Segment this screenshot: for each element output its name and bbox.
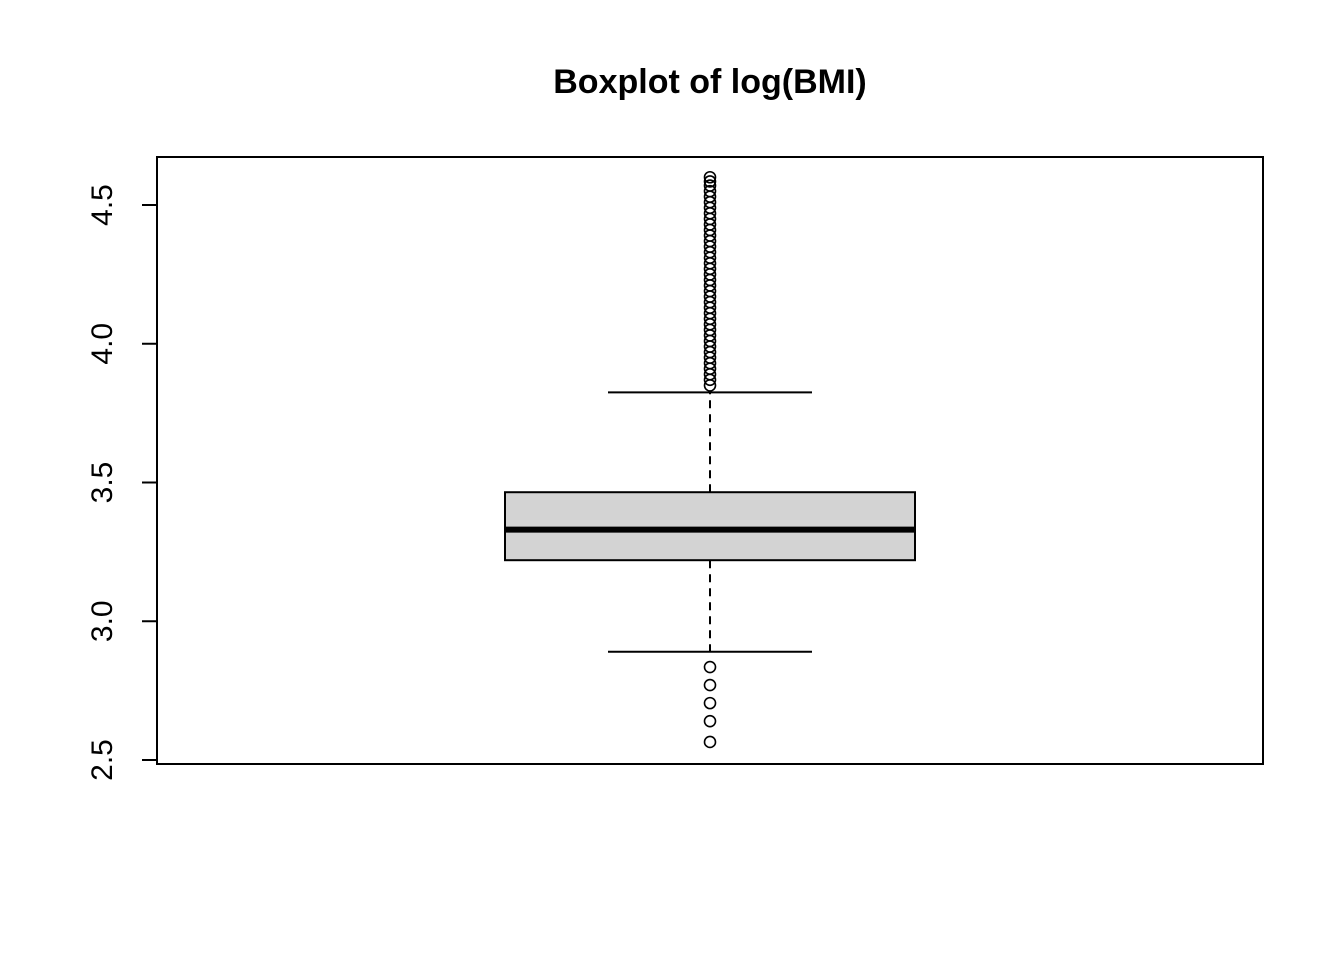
chart-title: Boxplot of log(BMI) (553, 63, 866, 101)
y-tick-label: 4.5 (86, 184, 119, 226)
outlier-point (703, 184, 717, 198)
outlier-point (703, 179, 717, 192)
y-tick-label: 4.0 (86, 323, 119, 365)
iqr-box (504, 491, 916, 562)
outlier-point (703, 678, 717, 692)
outlier-point (703, 170, 717, 184)
outlier-points (703, 170, 717, 749)
outlier-point (703, 735, 717, 749)
y-tick-label: 3.5 (86, 462, 119, 504)
outlier-point (703, 660, 717, 674)
outlier-point (703, 175, 717, 188)
box-group (504, 391, 916, 653)
outlier-point (703, 696, 717, 710)
y-tick-label: 2.5 (86, 739, 119, 781)
y-tick-label: 3.0 (86, 600, 119, 642)
outlier-point (703, 714, 717, 728)
y-axis: 2.5 3.0 3.5 4.0 4.5 (86, 184, 158, 781)
